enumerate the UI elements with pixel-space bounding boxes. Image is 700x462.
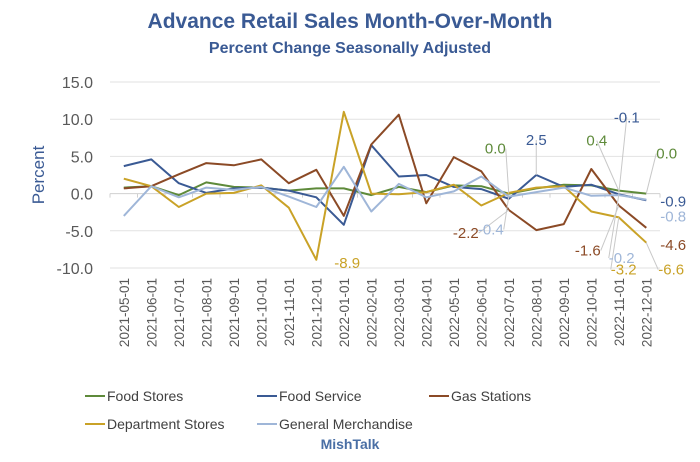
x-tick-label: 2022-04-01 bbox=[419, 278, 434, 347]
data-label: -4.6 bbox=[660, 237, 686, 254]
data-label: -6.6 bbox=[658, 262, 684, 279]
x-tick-label: 2021-08-01 bbox=[199, 278, 214, 347]
legend-label: Gas Stations bbox=[451, 388, 532, 404]
y-tick-label: 15.0 bbox=[62, 75, 93, 92]
y-axis-ticks: 15.0 10.0 5.0 0.0 -5.0 -10.0 bbox=[57, 75, 94, 278]
data-label: -0.4 bbox=[478, 222, 504, 239]
annotation-leader bbox=[618, 117, 628, 195]
data-label: 2.5 bbox=[526, 132, 547, 149]
x-tick-label: 2021-11-01 bbox=[282, 278, 297, 346]
x-tick-label: 2022-02-01 bbox=[364, 278, 379, 347]
legend-item-food-service[interactable]: Food Service bbox=[257, 388, 361, 404]
x-tick-label: 2021-12-01 bbox=[309, 278, 324, 347]
y-tick-label: 5.0 bbox=[71, 149, 93, 166]
x-tick-label: 2021-06-01 bbox=[144, 278, 159, 347]
annotation-leader bbox=[645, 153, 657, 194]
y-tick-label: -10.0 bbox=[57, 261, 94, 278]
data-label: -0.2 bbox=[609, 250, 635, 267]
legend-swatch bbox=[429, 395, 449, 397]
legend-swatch bbox=[257, 395, 277, 397]
x-axis-ticks: 2021-05-01 2021-06-01 2021-07-01 2021-08-01… bbox=[117, 278, 655, 347]
legend-item-general-merchandise[interactable]: General Merchandise bbox=[257, 416, 413, 432]
data-label: 0.4 bbox=[586, 133, 607, 150]
chart-subtitle: Percent Change Seasonally Adjusted bbox=[208, 40, 492, 57]
y-axis-label: Percent bbox=[29, 145, 48, 204]
annotation-leaders bbox=[478, 117, 659, 270]
annotation-leader bbox=[596, 140, 620, 191]
x-tick-label: 2021-09-01 bbox=[227, 278, 242, 347]
x-tick-label: 2022-05-01 bbox=[447, 278, 462, 347]
x-tick-label: 2022-10-01 bbox=[584, 278, 599, 347]
legend-swatch bbox=[85, 395, 105, 397]
y-tick-label: -5.0 bbox=[65, 224, 93, 241]
x-tick-label: 2022-08-01 bbox=[529, 278, 544, 347]
x-tick-label: 2022-09-01 bbox=[557, 278, 572, 347]
x-tick-label: 2022-06-01 bbox=[474, 278, 489, 347]
y-tick-label: 0.0 bbox=[71, 187, 93, 204]
data-label: -8.9 bbox=[334, 255, 360, 272]
x-tick-label: 2021-07-01 bbox=[172, 278, 187, 347]
annotation-leader bbox=[503, 196, 510, 230]
legend-label: Department Stores bbox=[107, 416, 225, 432]
data-label: -3.2 bbox=[611, 261, 637, 278]
x-tick-label: 2022-01-01 bbox=[337, 278, 352, 347]
data-label: 0.0 bbox=[485, 141, 506, 158]
chart-title: Advance Retail Sales Month-Over-Month bbox=[147, 10, 553, 33]
x-tick-label: 2022-12-01 bbox=[639, 278, 654, 347]
x-tick-label: 2022-07-01 bbox=[502, 278, 517, 347]
series-line-department-stores bbox=[123, 110, 647, 261]
data-label: -0.1 bbox=[614, 109, 640, 126]
x-tick-label: 2022-11-01 bbox=[612, 278, 627, 346]
annotation-leader bbox=[505, 148, 510, 194]
annotation-leader bbox=[610, 217, 620, 270]
data-label: -0.8 bbox=[660, 209, 686, 226]
y-tick-label: 10.0 bbox=[62, 112, 93, 129]
x-tick-label: 2021-10-01 bbox=[254, 278, 269, 347]
plot-area: 15.010.05.00.0-5.0-10.0 2021-05-01 2021-0… bbox=[29, 75, 686, 347]
legend-swatch bbox=[257, 423, 277, 425]
data-label: -1.6 bbox=[575, 243, 601, 260]
legend-label: General Merchandise bbox=[279, 416, 413, 432]
source-credit: MishTalk bbox=[320, 436, 380, 452]
annotation-leader bbox=[478, 209, 510, 234]
legend-swatch bbox=[85, 423, 105, 425]
legend-item-gas-stations[interactable]: Gas Stations bbox=[429, 388, 531, 404]
annotation-leader bbox=[645, 242, 659, 270]
series-line-general-merchandise bbox=[123, 165, 647, 217]
series-lines bbox=[123, 110, 647, 261]
x-tick-label: 2022-03-01 bbox=[392, 278, 407, 347]
data-label: 0.0 bbox=[656, 146, 677, 163]
annotations: -8.9 -2.2 0.0 -0.4 2.5 0.4 -0.1 -1.6 -3.2-0.2 0.0… bbox=[334, 109, 686, 278]
data-label: -0.9 bbox=[660, 193, 686, 210]
legend-label: Food Service bbox=[279, 388, 362, 404]
legend-item-food-stores[interactable]: Food Stores bbox=[85, 388, 183, 404]
annotation-leader bbox=[608, 195, 620, 259]
series-line-food-service bbox=[123, 144, 647, 226]
gridlines bbox=[109, 81, 661, 269]
series-line-gas-stations bbox=[123, 113, 647, 232]
x-tick-label: 2021-05-01 bbox=[117, 278, 132, 347]
legend-item-department-stores[interactable]: Department Stores bbox=[85, 416, 225, 432]
legend-label: Food Stores bbox=[107, 388, 184, 404]
data-label: -2.2 bbox=[453, 225, 479, 242]
